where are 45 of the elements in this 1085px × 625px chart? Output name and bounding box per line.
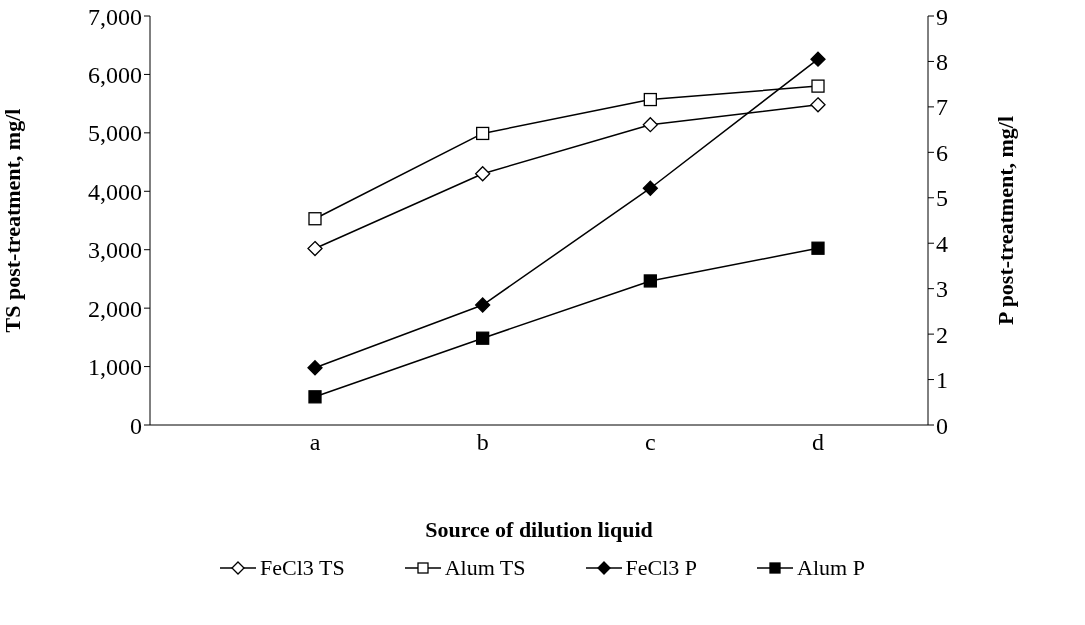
y2-tick-label: 9 <box>936 3 948 30</box>
y-tick-label: 0 <box>130 412 142 439</box>
point <box>642 117 658 133</box>
y2-tick-label: 1 <box>936 367 948 394</box>
x-axis-title: Source of dilution liquid <box>425 517 653 542</box>
y-axis-title: TS post-treatment, mg/l <box>0 108 25 333</box>
legend-label: Alum TS <box>444 555 526 581</box>
legend-label: Alum P <box>797 555 865 581</box>
y-tick-label: 6,000 <box>88 61 142 88</box>
point <box>475 297 491 313</box>
y2-tick-label: 2 <box>936 321 948 348</box>
point <box>476 331 490 345</box>
point <box>810 97 826 113</box>
y2-tick-label: 7 <box>936 94 948 121</box>
y-tick-label: 4,000 <box>88 178 142 205</box>
y-tick-label: 2,000 <box>88 295 142 322</box>
point <box>308 212 322 226</box>
legend-label: FeCl3 TS <box>260 555 345 581</box>
y2-tick-label: 4 <box>936 230 948 257</box>
point <box>810 51 826 67</box>
y-tick-label: 3,000 <box>88 237 142 264</box>
legend-label: FeCl3 P <box>625 555 698 581</box>
y2-tick-label: 3 <box>936 276 948 303</box>
point <box>476 126 490 141</box>
x-tick-label: a <box>309 429 321 456</box>
y2-tick-label: 0 <box>936 412 948 439</box>
point <box>643 274 657 288</box>
y-tick-label: 1,000 <box>88 354 142 381</box>
point <box>811 79 825 93</box>
point <box>643 92 657 107</box>
point <box>308 390 322 404</box>
y2-tick-label: 8 <box>936 48 948 75</box>
point <box>307 360 323 376</box>
y2-axis-title: P post-treatment, mg/l <box>992 115 1018 326</box>
point <box>307 240 323 257</box>
point <box>475 166 491 182</box>
x-tick-label: c <box>645 429 656 456</box>
x-tick-label: b <box>476 429 489 456</box>
y2-tick-label: 5 <box>936 185 948 212</box>
y-tick-label: 7,000 <box>88 3 142 30</box>
y2-tick-label: 6 <box>936 139 948 166</box>
x-tick-label: d <box>812 429 824 456</box>
point <box>811 241 825 255</box>
point <box>642 180 658 196</box>
y-tick-label: 5,000 <box>88 120 142 147</box>
